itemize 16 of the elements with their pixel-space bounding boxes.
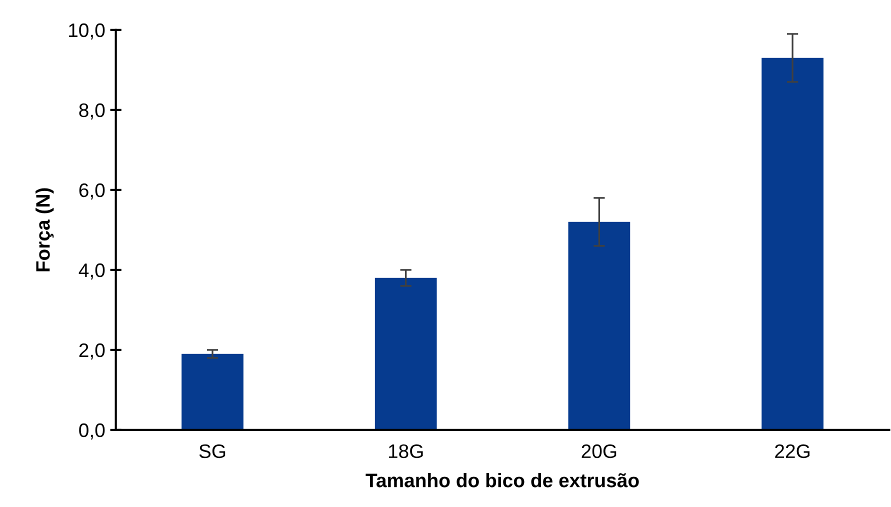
y-tick-label: 0,0 <box>79 423 105 440</box>
x-tick-label: SG <box>199 444 226 458</box>
x-axis-title: Tamanho do bico de extrusão <box>366 473 639 488</box>
y-tick-label: 6,0 <box>79 183 105 200</box>
y-axis-title: Força (N) <box>36 188 54 272</box>
y-tick-label: 4,0 <box>78 263 105 280</box>
y-tick-label: 8,0 <box>79 103 105 120</box>
bar <box>182 354 244 430</box>
bar <box>568 222 630 430</box>
bar <box>762 58 824 430</box>
bar <box>374 278 437 430</box>
x-tick-label: 20G <box>582 444 616 458</box>
y-tick-label: 2,0 <box>79 343 105 360</box>
x-tick-label: 22G <box>775 444 810 458</box>
x-tick-label: 18G <box>388 444 423 458</box>
y-tick-label: 10,0 <box>69 23 105 40</box>
